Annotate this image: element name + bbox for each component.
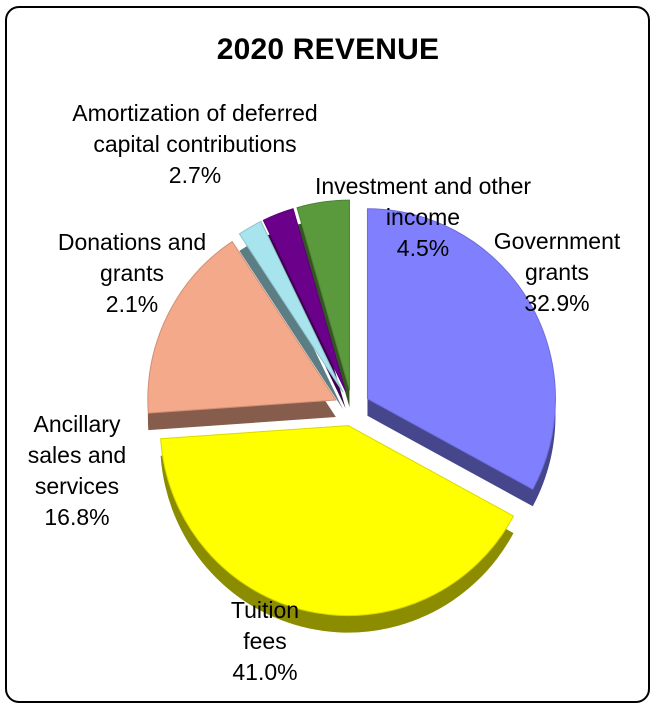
pie-slice-donations-grants xyxy=(238,220,344,393)
label-government-grants: Government grants 32.9% xyxy=(472,226,642,319)
label-investment-income: Investment and other income 4.5% xyxy=(283,171,563,264)
pie-slice-side-donations-grants xyxy=(239,238,344,410)
slice-value-label: 41.0% xyxy=(232,659,298,685)
slice-label-line: Ancillary xyxy=(33,411,121,437)
label-amortization: Amortization of deferred capital contrib… xyxy=(35,98,355,191)
pie-slice-tuition-fees xyxy=(160,425,515,617)
pie-slice-ancillary-sales xyxy=(147,240,337,414)
slice-label-line: grants xyxy=(525,259,589,285)
label-tuition-fees: Tuition fees 41.0% xyxy=(190,595,340,688)
slice-label-line: income xyxy=(385,204,461,230)
slice-label-line: services xyxy=(34,473,120,499)
slice-label-line: Government xyxy=(493,228,621,254)
slice-label-line: fees xyxy=(243,628,287,654)
slice-value-label: 4.5% xyxy=(396,235,450,261)
slice-label-line: capital contributions xyxy=(93,131,297,157)
slice-label-line: Amortization of deferred xyxy=(72,100,318,126)
label-ancillary-sales: Ancillary sales and services 16.8% xyxy=(12,409,142,533)
pie-slice-investment-income xyxy=(296,199,350,391)
slice-label-line: Investment and other xyxy=(314,173,532,199)
pie-slice-government-grants xyxy=(366,208,556,490)
slice-label-line: sales and xyxy=(27,442,127,468)
label-donations-grants: Donations and grants 2.1% xyxy=(26,227,238,320)
slice-label-line: grants xyxy=(100,260,164,286)
slice-value-label: 32.9% xyxy=(524,290,590,316)
pie-slices xyxy=(147,199,556,633)
pie-slice-amortization xyxy=(262,208,347,392)
slice-label-line: Donations and xyxy=(57,229,207,255)
slice-value-label: 2.1% xyxy=(105,291,159,317)
slice-label-line: Tuition xyxy=(230,597,300,623)
chart-title: 2020 REVENUE xyxy=(216,33,440,66)
slice-value-label: 2.7% xyxy=(168,162,222,188)
slice-value-label: 16.8% xyxy=(44,504,110,530)
